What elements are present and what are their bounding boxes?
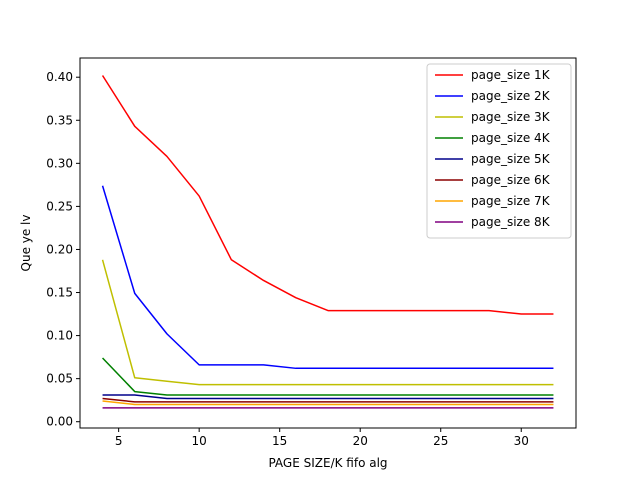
y-tick-label: 0.25	[46, 199, 73, 213]
series-lines	[101, 75, 554, 409]
series-line-6	[102, 397, 554, 403]
y-axis-ticks: 0.00 0.05 0.10 0.15 0.20 0.25 0.30 0.35 0.40	[46, 70, 80, 429]
x-tick-label: 10	[192, 434, 207, 448]
y-axis-label: Que ye lv	[19, 215, 33, 272]
legend-label: page_size 4K	[471, 131, 551, 145]
series-line-5	[102, 394, 554, 400]
y-tick-label: 0.05	[46, 372, 73, 386]
y-tick-label: 0.00	[46, 415, 73, 429]
series-line-2	[101, 185, 554, 370]
series-line-7	[102, 400, 554, 406]
x-axis-ticks: 5 10 15 20 25 30	[115, 428, 529, 448]
plot-frame	[79, 57, 577, 429]
x-tick-label: 15	[272, 434, 287, 448]
y-tick-label: 0.15	[46, 286, 73, 300]
legend: page_size 1K page_size 2K page_size 3K page…	[426, 63, 572, 239]
y-tick-label: 0.40	[46, 70, 73, 84]
y-tick-label: 0.10	[46, 329, 73, 343]
legend-label: page_size 7K	[471, 194, 551, 208]
legend-label: page_size 8K	[471, 215, 551, 229]
y-tick-label: 0.35	[46, 113, 73, 127]
x-tick-label: 20	[353, 434, 368, 448]
x-tick-label: 30	[514, 434, 529, 448]
y-tick-label: 0.30	[46, 156, 73, 170]
y-tick-label: 0.20	[46, 242, 73, 256]
legend-label: page_size 5K	[471, 152, 551, 166]
x-axis-label: PAGE SIZE/K fifo alg	[268, 456, 387, 470]
legend-label: page_size 1K	[471, 68, 551, 82]
series-line-3	[101, 259, 554, 386]
legend-label: page_size 6K	[471, 173, 551, 187]
x-tick-label: 25	[433, 434, 448, 448]
legend-label: page_size 2K	[471, 89, 551, 103]
x-tick-label: 5	[115, 434, 123, 448]
legend-label: page_size 3K	[471, 110, 551, 124]
series-line-1	[101, 75, 554, 315]
legend-box	[426, 63, 572, 239]
series-line-4	[102, 357, 554, 396]
